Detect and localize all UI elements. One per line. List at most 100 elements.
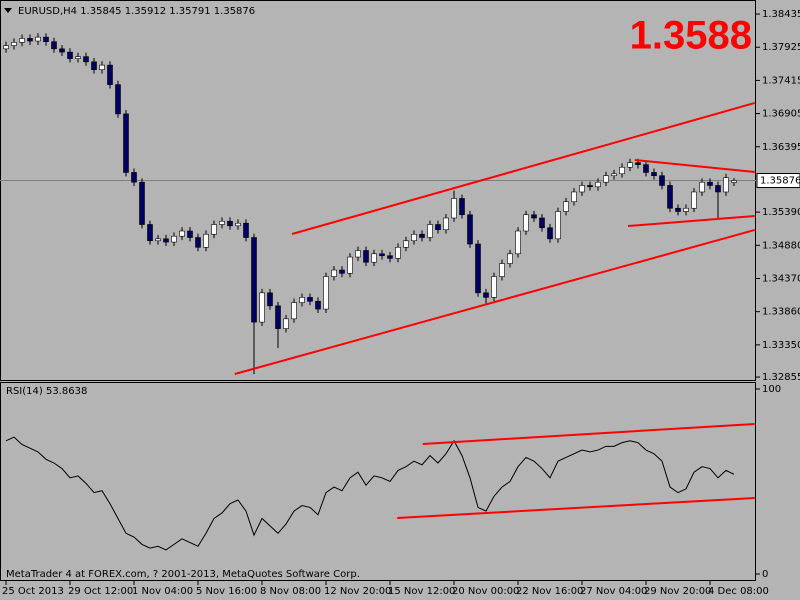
rsi-trendline [422, 422, 755, 445]
candle-body [459, 198, 465, 216]
candle-body [371, 253, 377, 263]
candle-body [571, 191, 577, 203]
copyright: MetaTrader 4 at FOREX.com, ? 2001-2013, … [6, 569, 360, 580]
x-tick-label: 8 Nov 08:00 [260, 586, 321, 597]
candle-body [675, 207, 681, 212]
candle-body [635, 162, 641, 165]
candle-body [419, 233, 425, 238]
candle-body [643, 164, 649, 173]
rsi-line [5, 436, 735, 551]
x-tick-label: 29 Nov 20:00 [644, 586, 711, 597]
candle-body [515, 230, 521, 255]
candle-body [411, 233, 417, 242]
candle-body [131, 172, 137, 183]
x-tick-label: 1 Nov 04:00 [132, 586, 193, 597]
candle-body [507, 253, 513, 264]
x-tick-label: 25 Oct 2013 [2, 586, 64, 597]
y-tick-label: 1.35390 [762, 207, 800, 218]
candle-body [387, 255, 393, 259]
candle-body [59, 48, 65, 53]
rsi-title: RSI(14) 53.8638 [6, 386, 87, 397]
y-tick-label: 1.37415 [762, 75, 800, 86]
candle-body [275, 305, 281, 329]
candle-body [187, 230, 193, 238]
candle-body [83, 56, 89, 63]
candle-body [267, 292, 273, 307]
candle-body [123, 113, 129, 173]
candle-body [563, 201, 569, 212]
candle-body [51, 41, 57, 50]
candle-body [283, 318, 289, 329]
x-tick-label: 12 Nov 20:00 [324, 586, 391, 597]
candle-body [531, 214, 537, 219]
candle-body [475, 243, 481, 294]
candle-body [659, 175, 665, 186]
candle-body [483, 292, 489, 298]
y-tick-label: 1.37925 [762, 42, 800, 53]
candle-body [699, 181, 705, 193]
candle-body [347, 256, 353, 274]
y-tick-label: 1.38435 [762, 9, 800, 20]
candle-body [67, 51, 73, 59]
candle-body [11, 42, 17, 46]
candle-body [99, 64, 105, 70]
candle-body [339, 269, 345, 274]
candle-body [307, 297, 313, 302]
candle-body [27, 38, 33, 42]
candle-body [179, 230, 185, 237]
candle-body [147, 224, 153, 242]
candle-body [731, 180, 737, 183]
candle-body [683, 207, 689, 212]
rsi-trendline [397, 496, 755, 519]
candle-body [323, 276, 329, 310]
rsi-panel [0, 382, 756, 581]
x-tick-label: 15 Nov 12:00 [388, 586, 455, 597]
trendline [234, 229, 756, 375]
candle-body [75, 56, 81, 59]
candle-body [619, 166, 625, 175]
candle-body [595, 181, 601, 188]
candle-body [291, 302, 297, 320]
candle-body [235, 222, 241, 227]
candle-body [171, 235, 177, 243]
y-tick-label: 100 [762, 384, 781, 395]
x-tick-label: 27 Nov 04:00 [580, 586, 647, 597]
candle-body [603, 175, 609, 183]
title-arrow [4, 8, 12, 13]
candle-body [3, 45, 9, 50]
candle-body [579, 185, 585, 193]
y-tick-label: 1.33860 [762, 307, 800, 318]
x-tick-label: 22 Nov 16:00 [516, 586, 583, 597]
trendline [291, 102, 756, 235]
candle-body [155, 238, 161, 242]
candle-body [315, 300, 321, 310]
y-tick-label: 1.34880 [762, 240, 800, 251]
y-tick-label: 1.34370 [762, 274, 800, 285]
candle-body [107, 64, 113, 85]
candle-body [299, 297, 305, 303]
candle-body [259, 292, 265, 323]
x-tick-label: 4 Dec 08:00 [708, 586, 769, 597]
candle-body [395, 246, 401, 259]
trendline [634, 159, 755, 173]
candle-body [203, 233, 209, 248]
main-panel [0, 0, 756, 381]
candle-body [379, 253, 385, 257]
candle-body [195, 237, 201, 248]
y-tick-label: 1.32855 [762, 372, 800, 383]
candle-body [627, 162, 633, 168]
candle-body [219, 220, 225, 225]
candle-body [491, 276, 497, 298]
candle-body [227, 220, 233, 227]
candle-body [19, 38, 25, 43]
big-price: 1.3588 [630, 14, 752, 58]
x-tick-label: 20 Nov 00:00 [452, 586, 519, 597]
candle-body [467, 214, 473, 245]
candle-body [539, 217, 545, 229]
candle-body [451, 198, 457, 219]
candle-body [611, 173, 617, 177]
candle-body [331, 269, 337, 277]
x-tick-label: 5 Nov 16:00 [196, 586, 257, 597]
